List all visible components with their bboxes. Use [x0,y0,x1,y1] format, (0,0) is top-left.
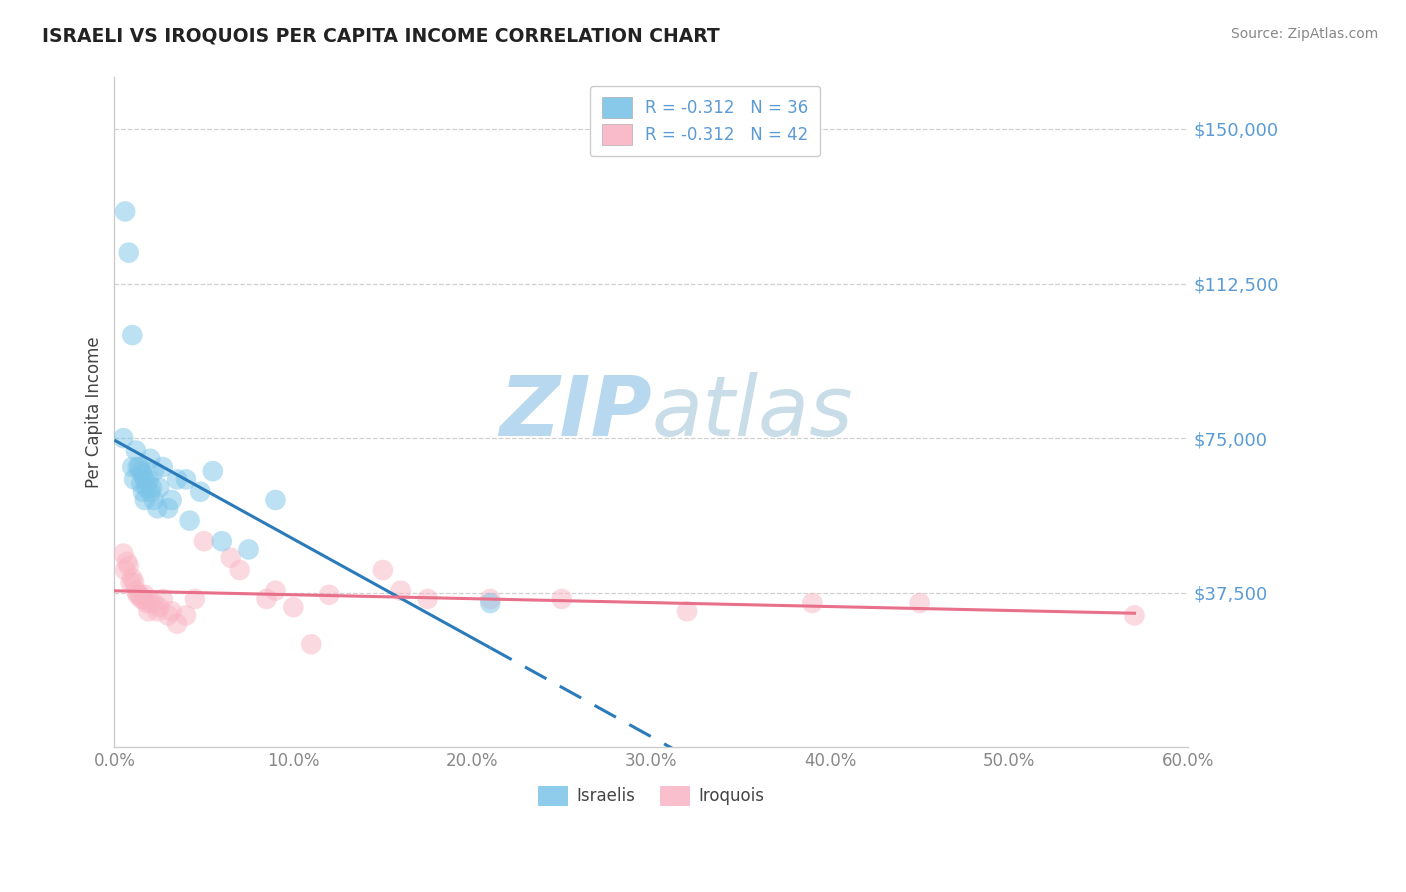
Point [479,591,502,606]
Point [201,464,224,478]
Point [211,534,233,549]
Point [152,460,174,475]
Point [138,604,160,618]
Point [416,591,439,606]
Point [134,472,156,486]
Text: ISRAELI VS IROQUOIS PER CAPITA INCOME CORRELATION CHART: ISRAELI VS IROQUOIS PER CAPITA INCOME CO… [42,27,720,45]
Point [146,501,169,516]
Point [157,608,180,623]
Point [219,550,242,565]
Point [120,575,142,590]
Point [146,604,169,618]
Point [283,600,305,615]
Point [371,563,394,577]
Point [122,472,145,486]
Point [121,328,143,343]
Point [193,534,215,549]
Text: ZIP: ZIP [499,372,651,453]
Point [264,493,287,508]
Point [112,547,135,561]
Point [160,604,183,618]
Point [122,575,145,590]
Point [479,596,502,610]
Point [148,481,170,495]
Point [127,460,149,475]
Point [160,493,183,508]
Point [139,484,162,499]
Point [139,596,162,610]
Point [114,204,136,219]
Point [908,596,931,610]
Point [129,591,152,606]
Point [256,591,278,606]
Point [129,476,152,491]
Point [318,588,340,602]
Point [121,571,143,585]
Point [139,451,162,466]
Point [135,596,157,610]
Point [801,596,824,610]
Text: Source: ZipAtlas.com: Source: ZipAtlas.com [1230,27,1378,41]
Point [1123,608,1146,623]
Point [228,563,250,577]
Point [128,588,150,602]
Point [676,604,699,618]
Point [135,481,157,495]
Point [142,596,165,610]
Point [138,472,160,486]
Point [134,588,156,602]
Point [132,591,155,606]
Point [238,542,260,557]
Point [142,493,165,508]
Point [129,464,152,478]
Point [142,464,165,478]
Point [152,591,174,606]
Point [157,501,180,516]
Point [174,608,197,623]
Point [121,460,143,475]
Point [127,588,149,602]
Point [118,245,141,260]
Point [174,472,197,486]
Point [299,637,322,651]
Point [114,563,136,577]
Point [128,460,150,475]
Point [389,583,412,598]
Point [148,600,170,615]
Legend: Israelis, Iroquois: Israelis, Iroquois [531,779,772,813]
Point [132,484,155,499]
Point [166,616,188,631]
Point [112,431,135,445]
Point [141,481,163,495]
Point [264,583,287,598]
Point [115,555,138,569]
Point [184,591,207,606]
Point [125,443,148,458]
Point [132,468,155,483]
Y-axis label: Per Capita Income: Per Capita Income [86,336,103,488]
Text: atlas: atlas [651,372,853,453]
Point [166,472,188,486]
Point [179,514,201,528]
Point [134,493,156,508]
Point [188,484,211,499]
Point [125,583,148,598]
Point [551,591,574,606]
Point [118,558,141,573]
